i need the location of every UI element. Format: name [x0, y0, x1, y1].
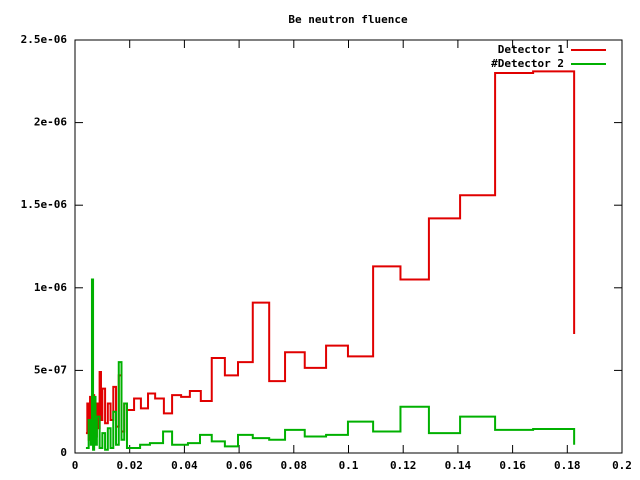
x-tick-label: 0.04 — [171, 459, 198, 472]
x-tick-label: 0.1 — [339, 459, 359, 472]
series-line — [85, 278, 576, 451]
x-tick-label: 0.02 — [116, 459, 143, 472]
y-tick-label: 2e-06 — [34, 116, 67, 129]
y-tick-label: 2.5e-06 — [21, 33, 68, 46]
legend-label: #Detector 2 — [491, 57, 564, 70]
x-tick-label: 0 — [72, 459, 79, 472]
y-tick-label: 0 — [60, 446, 67, 459]
x-tick-label: 0.06 — [226, 459, 253, 472]
chart-title: Be neutron fluence — [288, 13, 408, 26]
x-tick-label: 0.14 — [445, 459, 472, 472]
x-tick-label: 0.18 — [554, 459, 581, 472]
x-tick-label: 0.12 — [390, 459, 417, 472]
x-tick-label: 0.2 — [612, 459, 632, 472]
x-tick-label: 0.08 — [281, 459, 308, 472]
y-tick-label: 1e-06 — [34, 281, 67, 294]
plot-border — [74, 39, 623, 454]
series-line — [85, 70, 576, 441]
legend-label: Detector 1 — [498, 43, 565, 56]
x-tick-label: 0.16 — [499, 459, 526, 472]
y-tick-label: 1.5e-06 — [21, 198, 68, 211]
y-tick-label: 5e-07 — [34, 363, 67, 376]
